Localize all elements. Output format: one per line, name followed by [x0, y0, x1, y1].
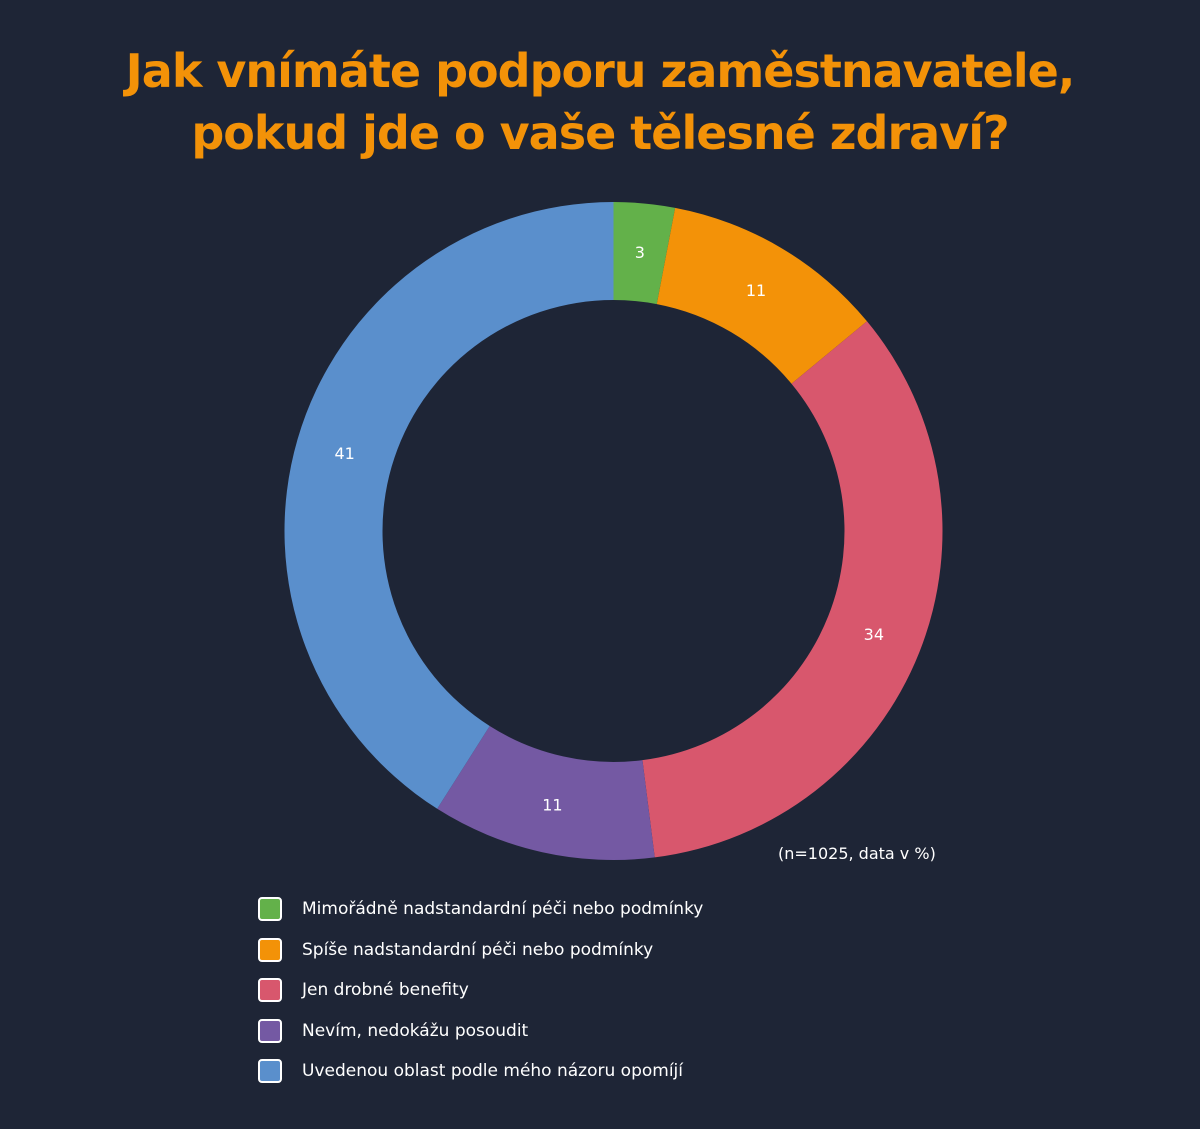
legend-swatch-blue	[258, 1059, 282, 1084]
legend-item: Nevím, nedokážu posoudit	[258, 1011, 703, 1052]
donut-segment	[613, 202, 676, 305]
legend-swatch-purple	[258, 1018, 282, 1043]
chart-title-line-2: pokud jde o vaše tělesné zdraví?	[191, 106, 1009, 160]
donut-segment-labels: 3 11 34 11 41	[334, 243, 884, 814]
legend-label: Jen drobné benefity	[302, 980, 469, 1001]
donut-segment	[656, 207, 867, 384]
legend-label: Mimořádně nadstandardní péči nebo podmín…	[302, 899, 704, 920]
donut-segment-value: 34	[864, 625, 884, 644]
donut-segment	[642, 321, 943, 858]
legend-item: Uvedenou oblast podle mého názoru opomíj…	[258, 1051, 703, 1092]
donut-segment-value: 11	[746, 281, 766, 300]
legend-swatch-red	[258, 978, 282, 1003]
donut-segment-value: 11	[542, 795, 562, 814]
legend-swatch-orange	[258, 937, 282, 962]
legend-label: Spíše nadstandardní péči nebo podmínky	[302, 939, 654, 960]
legend-label: Uvedenou oblast podle mého názoru opomíj…	[302, 1061, 683, 1082]
chart-title: Jak vnímáte podporu zaměstnavatele, poku…	[0, 40, 1200, 164]
legend-item: Mimořádně nadstandardní péči nebo podmín…	[258, 889, 703, 930]
chart-legend: Mimořádně nadstandardní péči nebo podmín…	[258, 889, 703, 1092]
donut-segment	[437, 726, 655, 860]
sample-size-note: (n=1025, data v %)	[778, 844, 936, 863]
legend-swatch-green	[258, 897, 282, 922]
legend-item: Spíše nadstandardní péči nebo podmínky	[258, 930, 703, 971]
donut-segment	[284, 201, 614, 809]
donut-segment-value: 41	[334, 444, 354, 463]
donut-segments	[284, 201, 943, 860]
legend-label: Nevím, nedokážu posoudit	[302, 1020, 529, 1041]
chart-title-line-1: Jak vnímáte podporu zaměstnavatele,	[125, 44, 1076, 98]
legend-item: Jen drobné benefity	[258, 970, 703, 1011]
donut-segment-value: 3	[635, 243, 645, 262]
